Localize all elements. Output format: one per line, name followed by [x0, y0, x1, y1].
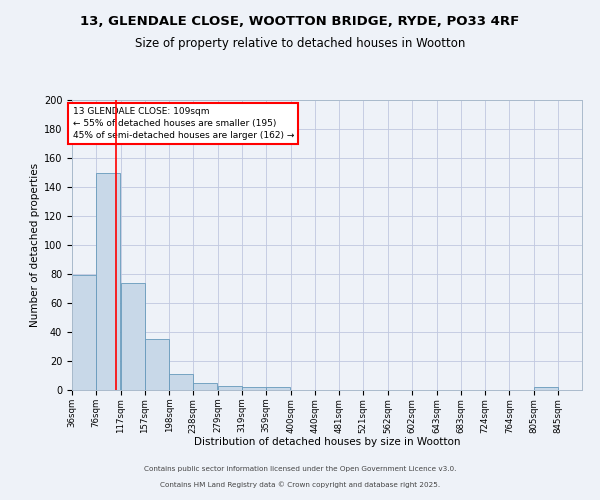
Text: Contains HM Land Registry data © Crown copyright and database right 2025.: Contains HM Land Registry data © Crown c…: [160, 481, 440, 488]
Y-axis label: Number of detached properties: Number of detached properties: [29, 163, 40, 327]
Text: 13 GLENDALE CLOSE: 109sqm
← 55% of detached houses are smaller (195)
45% of semi: 13 GLENDALE CLOSE: 109sqm ← 55% of detac…: [73, 108, 294, 140]
Bar: [242, 387, 266, 390]
Bar: [145, 339, 169, 390]
Text: 13, GLENDALE CLOSE, WOOTTON BRIDGE, RYDE, PO33 4RF: 13, GLENDALE CLOSE, WOOTTON BRIDGE, RYDE…: [80, 15, 520, 28]
Text: Size of property relative to detached houses in Wootton: Size of property relative to detached ho…: [135, 38, 465, 51]
Bar: [193, 383, 217, 390]
Bar: [72, 276, 96, 390]
X-axis label: Distribution of detached houses by size in Wootton: Distribution of detached houses by size …: [194, 436, 460, 446]
Bar: [534, 387, 558, 390]
Bar: [266, 387, 290, 390]
Bar: [169, 374, 193, 390]
Bar: [96, 172, 120, 390]
Bar: [121, 282, 145, 390]
Text: Contains public sector information licensed under the Open Government Licence v3: Contains public sector information licen…: [144, 466, 456, 472]
Bar: [218, 386, 242, 390]
